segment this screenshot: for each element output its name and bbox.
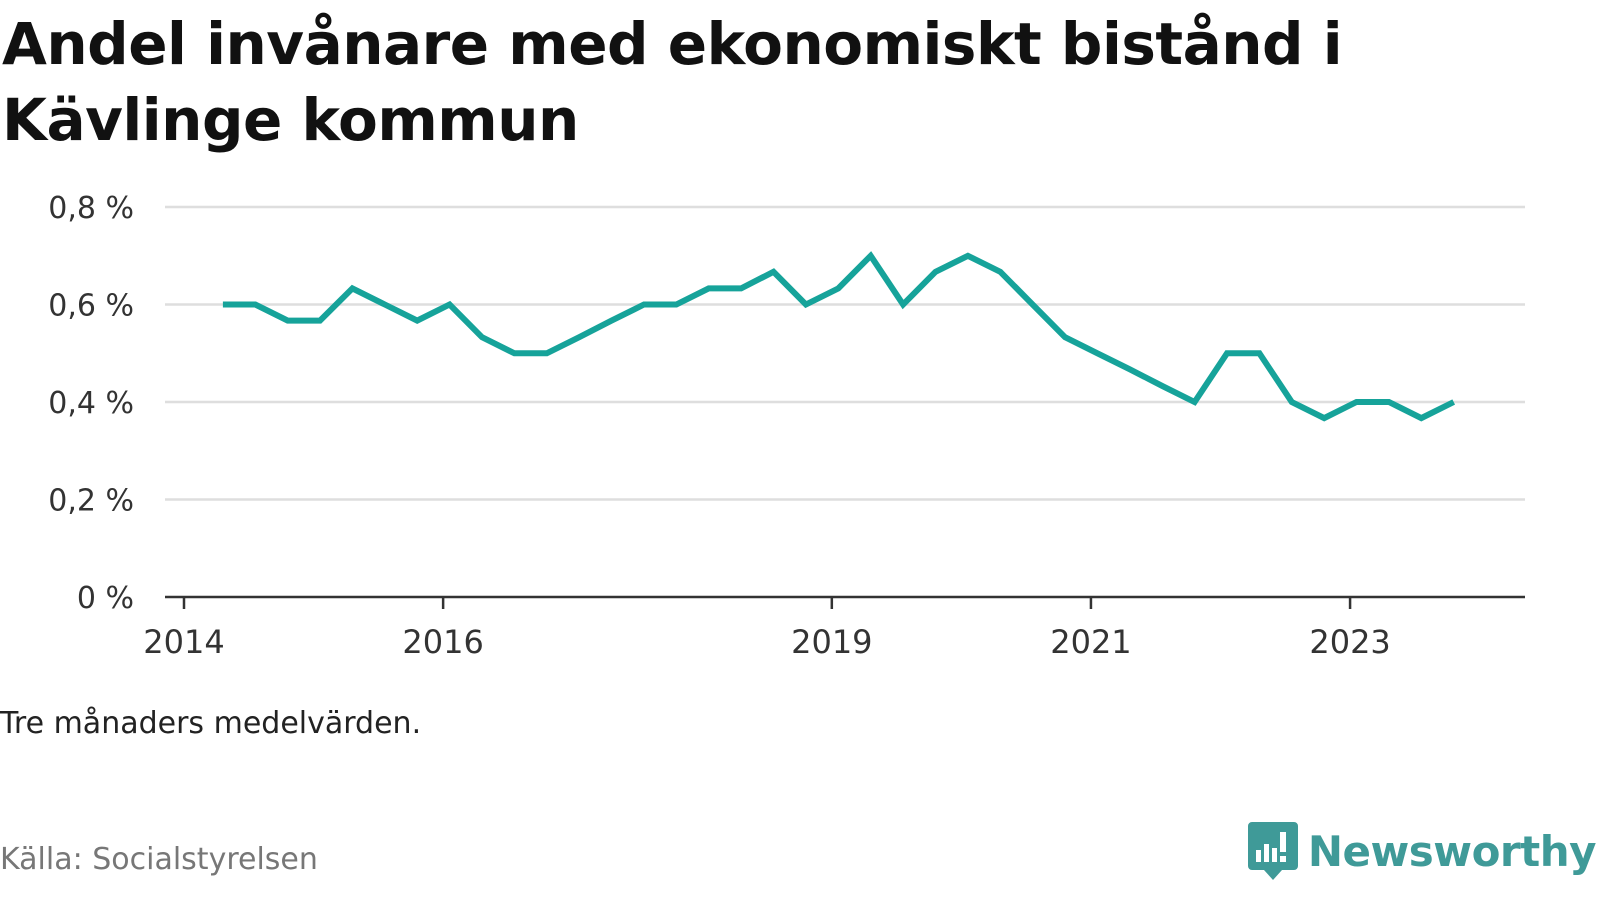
y-axis-ticks: 0 % 0,2 % 0,4 % 0,6 % 0,8 %: [48, 191, 134, 616]
series-group: [222, 251, 1456, 422]
y-tick-label: 0,4 %: [48, 386, 134, 421]
y-tick-label: 0,2 %: [48, 484, 134, 519]
x-tick-label: 2016: [402, 623, 483, 661]
x-tick-label: 2014: [143, 623, 224, 661]
x-tick-label: 2021: [1050, 623, 1131, 661]
y-tick-label: 0,6 %: [48, 289, 134, 324]
x-tick-label: 2023: [1309, 623, 1390, 661]
source-label: Källa: Socialstyrelsen: [0, 842, 318, 877]
gridlines: [165, 205, 1525, 501]
x-axis-ticks: 2014 2016 2019 2021 2023: [143, 597, 1391, 661]
line-chart: 0 % 0,2 % 0,4 % 0,6 % 0,8 % 2014 2016 2019 2021…: [48, 191, 1525, 661]
chart-note: Tre månaders medelvärden.: [0, 706, 422, 741]
y-tick-label: 0 %: [77, 581, 134, 616]
brand-name: Newsworthy: [1307, 826, 1597, 876]
series-line: [222, 251, 1456, 422]
y-tick-label: 0,8 %: [48, 191, 134, 226]
chart-title: Andel invånare med ekonomiskt bistånd i …: [2, 10, 1343, 154]
newsworthy-logo-icon: [1247, 822, 1298, 880]
brand-logo: Newsworthy: [1247, 822, 1597, 880]
x-tick-label: 2019: [791, 623, 872, 661]
